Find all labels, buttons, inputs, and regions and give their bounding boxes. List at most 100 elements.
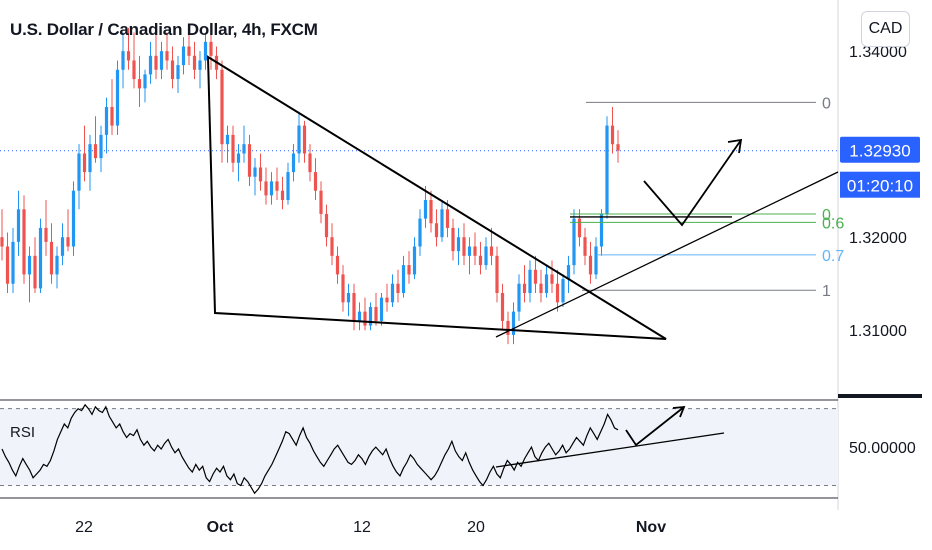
candle — [555, 269, 560, 312]
candle — [335, 246, 340, 284]
candle — [71, 181, 76, 256]
candle — [154, 32, 158, 80]
candle — [517, 274, 521, 321]
date-tick-label: Oct — [207, 519, 234, 536]
candle — [594, 237, 598, 280]
candle — [187, 27, 191, 66]
candle — [297, 111, 301, 163]
rsi-projection-arrow-head — [672, 405, 686, 418]
candle — [60, 223, 65, 266]
date-tick-label: Nov — [636, 519, 666, 536]
candle — [308, 144, 312, 182]
candle — [407, 251, 411, 284]
candle — [324, 204, 329, 247]
rsi-layer — [1, 403, 619, 495]
candle — [577, 209, 582, 247]
support-trendline[interactable] — [495, 171, 839, 338]
candle — [484, 237, 488, 270]
chart-title: U.S. Dollar / Canadian Dollar, 4h, FXCM — [10, 20, 318, 39]
candle — [0, 209, 4, 261]
candle — [258, 153, 263, 191]
pane-separator-handle[interactable] — [838, 394, 922, 398]
candle — [242, 125, 246, 163]
candle — [462, 223, 466, 266]
candle — [203, 32, 208, 70]
candle — [478, 241, 483, 275]
countdown-tag — [840, 171, 920, 198]
candle — [93, 116, 98, 163]
countdown-value: 01:20:10 — [847, 177, 913, 196]
candle — [220, 60, 224, 163]
candle — [544, 265, 549, 298]
rsi-projection-arrow[interactable] — [625, 406, 685, 447]
candle — [473, 232, 477, 266]
date-tick-label: 12 — [353, 519, 371, 536]
candle — [605, 116, 609, 219]
fib-level-label: 0 — [822, 95, 831, 112]
candle — [588, 241, 593, 284]
candle — [500, 283, 505, 331]
candle — [385, 283, 389, 312]
candle — [286, 162, 290, 205]
candles-layer — [0, 27, 620, 345]
candle — [66, 209, 70, 252]
candle — [22, 195, 26, 284]
candle — [33, 237, 37, 294]
currency-button[interactable]: CAD — [861, 11, 910, 47]
candle — [533, 255, 538, 294]
fib-level-label: 0.7 — [822, 248, 844, 265]
candle — [44, 200, 48, 256]
candle — [55, 246, 59, 289]
candle — [418, 209, 422, 256]
candle — [495, 246, 499, 303]
candle — [396, 269, 400, 303]
candle — [368, 302, 373, 331]
candle — [610, 106, 615, 154]
candle — [352, 283, 356, 331]
candle — [572, 209, 576, 275]
candle — [280, 176, 285, 210]
candle — [616, 130, 620, 163]
price-tick-label: 1.31000 — [849, 323, 907, 340]
candle — [264, 167, 268, 205]
candle — [412, 237, 417, 280]
candle — [550, 260, 554, 294]
fib-level-label: 1 — [822, 283, 831, 300]
fib-level-label: 0.6 — [822, 215, 844, 232]
candle — [236, 144, 241, 182]
falling-wedge-drawing[interactable] — [206, 55, 667, 340]
candle — [27, 246, 32, 303]
fibonacci-retracement[interactable]: 0 0.0.6 0.7 1 — [570, 95, 844, 300]
candle — [379, 293, 384, 326]
candle — [374, 293, 378, 326]
candle — [170, 46, 175, 89]
candle — [115, 60, 120, 135]
candle — [528, 260, 532, 303]
candle — [77, 144, 81, 210]
candle — [104, 97, 109, 154]
candle — [522, 265, 527, 303]
candle — [49, 223, 54, 284]
candle — [247, 134, 252, 187]
candle — [225, 125, 230, 163]
last-price-tag — [840, 136, 920, 163]
candle — [489, 227, 494, 266]
candle — [313, 158, 318, 200]
projection-arrow-drawing[interactable] — [643, 139, 742, 227]
rsi-tick-label: 50.00000 — [849, 440, 916, 457]
date-tick-label: 20 — [467, 519, 485, 536]
candle — [357, 302, 362, 331]
candle — [330, 223, 334, 266]
candle — [137, 55, 142, 107]
rsi-support-trendline[interactable] — [495, 432, 725, 468]
rsi-line — [1, 403, 619, 495]
candle — [302, 120, 307, 163]
candle — [38, 218, 43, 294]
candle — [11, 227, 15, 294]
candle — [275, 167, 279, 200]
time-axis[interactable]: 22 Oct 12 20 Nov — [75, 519, 666, 536]
price-axis[interactable]: 1.34000 1.32000 1.31000 50.00000 — [849, 44, 916, 457]
candle — [110, 79, 114, 135]
candle — [143, 69, 147, 103]
